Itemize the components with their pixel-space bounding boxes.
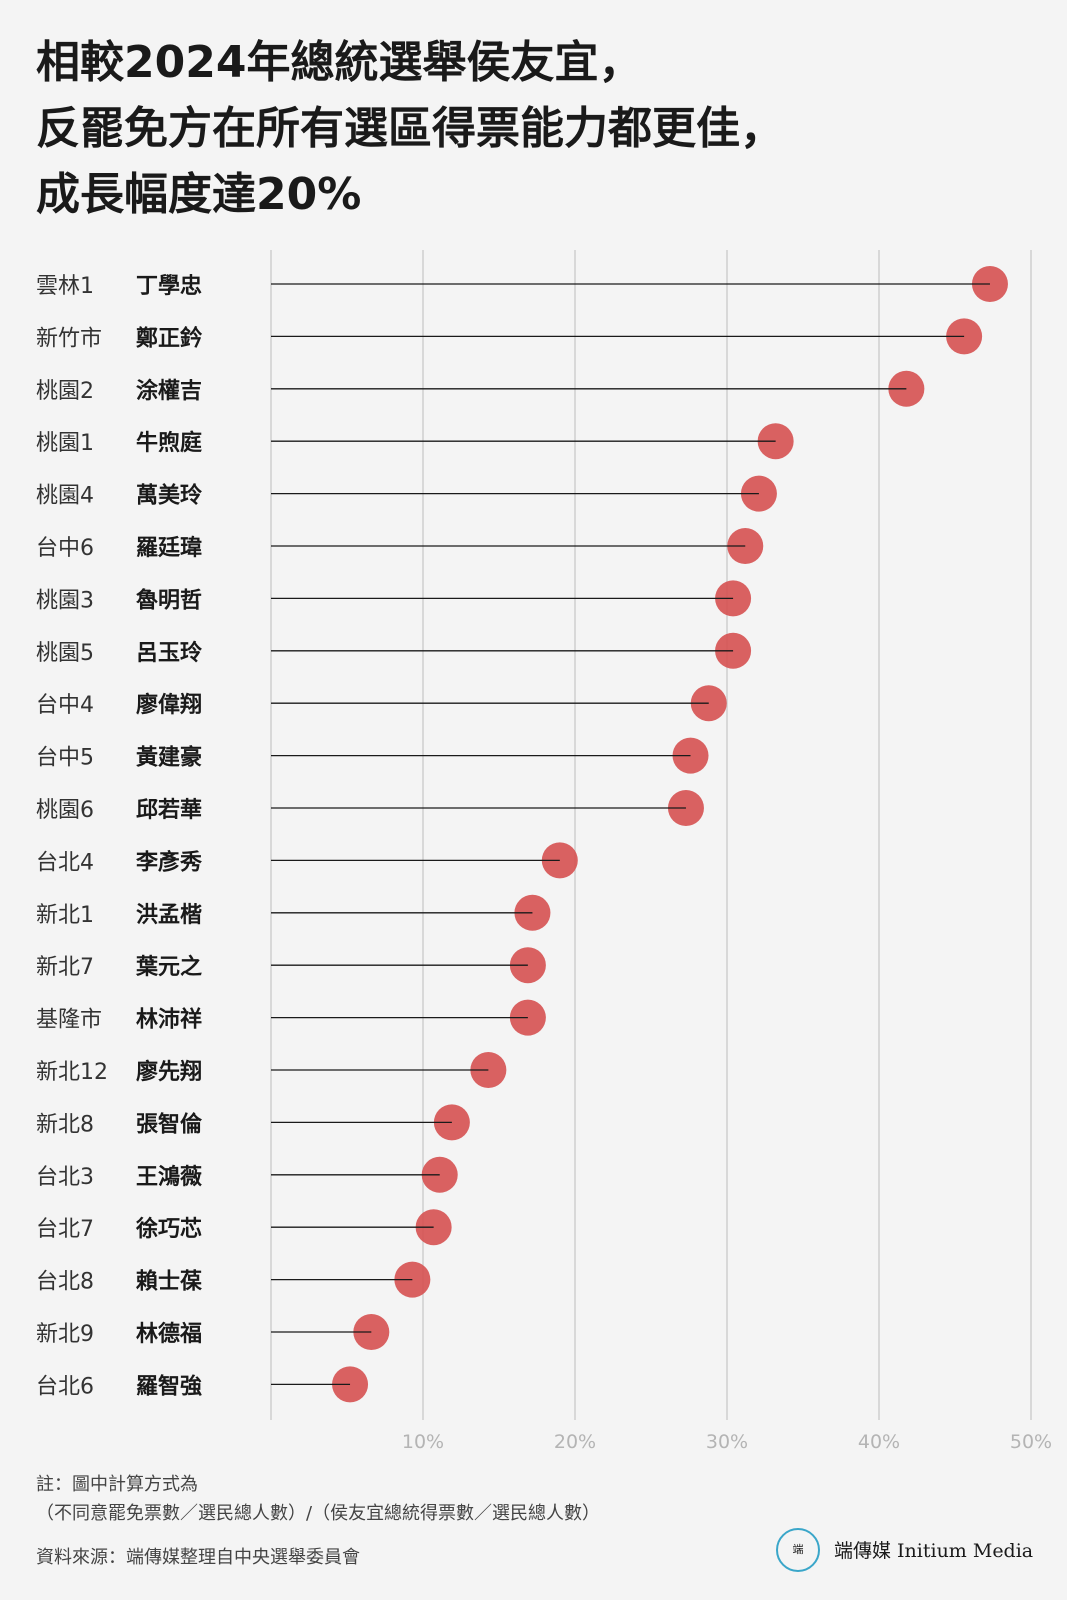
candidate-name: 林沛祥 [136, 1007, 202, 1033]
x-tick-label: 40% [858, 1431, 900, 1453]
district-label: 台中5 [36, 746, 94, 771]
candidate-name: 廖先翔 [136, 1059, 202, 1085]
district-label: 台中6 [36, 536, 94, 561]
district-label: 桃園3 [36, 588, 94, 613]
candidate-name: 涂權吉 [136, 378, 202, 404]
candidate-name: 魯明哲 [135, 587, 202, 613]
note-line-1: 註：圖中計算方式為 [36, 1474, 198, 1495]
district-label: 基隆市 [36, 1008, 102, 1033]
candidate-name: 李彥秀 [135, 849, 202, 875]
candidate-name: 張智倫 [136, 1111, 203, 1137]
district-label: 台北4 [36, 850, 94, 875]
candidate-name: 洪孟楷 [136, 903, 202, 928]
district-label: 桃園5 [36, 641, 94, 666]
candidate-name: 邱若華 [136, 797, 202, 823]
source-note: 資料來源：端傳媒整理自中央選舉委員會 [36, 1547, 360, 1568]
candidate-name: 鄭正鈐 [136, 325, 203, 351]
district-label: 雲林1 [36, 274, 94, 299]
district-label: 桃園4 [36, 484, 94, 509]
district-label: 桃園6 [36, 798, 94, 823]
district-label: 新北1 [36, 903, 94, 928]
x-tick-label: 50% [1010, 1431, 1052, 1453]
candidate-name: 萬美玲 [136, 483, 203, 509]
district-label: 台北8 [36, 1270, 94, 1295]
candidate-name: 林德福 [136, 1321, 202, 1347]
candidate-name: 羅廷瑋 [136, 535, 202, 561]
note-line-2: （不同意罷免票數／選民總人數）/（侯友宜總統得票數／選民總人數） [36, 1503, 601, 1524]
candidate-name: 葉元之 [135, 954, 202, 980]
candidate-name: 賴士葆 [136, 1269, 202, 1295]
chart-title: 相較2024年總統選舉侯友宜， 反罷免方在所有選區得票能力都更佳， 成長幅度達2… [36, 30, 1036, 228]
title-line-2: 反罷免方在所有選區得票能力都更佳， [36, 103, 784, 154]
district-label: 新北7 [36, 955, 94, 980]
candidate-name: 丁學忠 [136, 273, 202, 299]
district-label: 新北9 [36, 1322, 94, 1347]
x-tick-label: 20% [554, 1431, 596, 1453]
x-tick-label: 30% [706, 1431, 748, 1453]
candidate-name: 黃建豪 [136, 745, 202, 771]
district-label: 新竹市 [36, 326, 102, 351]
candidate-name: 徐巧芯 [135, 1216, 202, 1242]
district-label: 台北3 [36, 1165, 94, 1190]
district-label: 台北6 [36, 1374, 94, 1399]
candidate-name: 王鴻薇 [136, 1164, 202, 1190]
x-tick-label: 10% [402, 1431, 444, 1453]
title-line-3: 成長幅度達20% [36, 169, 362, 220]
district-label: 台中4 [36, 693, 94, 718]
district-label: 新北8 [36, 1112, 94, 1137]
candidate-name: 牛煦庭 [136, 430, 202, 456]
logo-mark-icon: 端 [776, 1528, 820, 1572]
district-label: 桃園1 [36, 431, 94, 456]
logo-text: 端傳媒 Initium Media [834, 1540, 1034, 1562]
title-line-1: 相較2024年總統選舉侯友宜， [36, 37, 643, 88]
district-label: 台北7 [36, 1217, 94, 1242]
district-label: 桃園2 [36, 379, 94, 404]
initium-media-logo: 端 端傳媒 Initium Media [776, 1524, 1046, 1574]
district-label: 新北12 [36, 1060, 108, 1085]
candidate-name: 呂玉玲 [136, 640, 203, 666]
candidate-name: 廖偉翔 [136, 692, 202, 718]
candidate-name: 羅智強 [136, 1373, 202, 1399]
